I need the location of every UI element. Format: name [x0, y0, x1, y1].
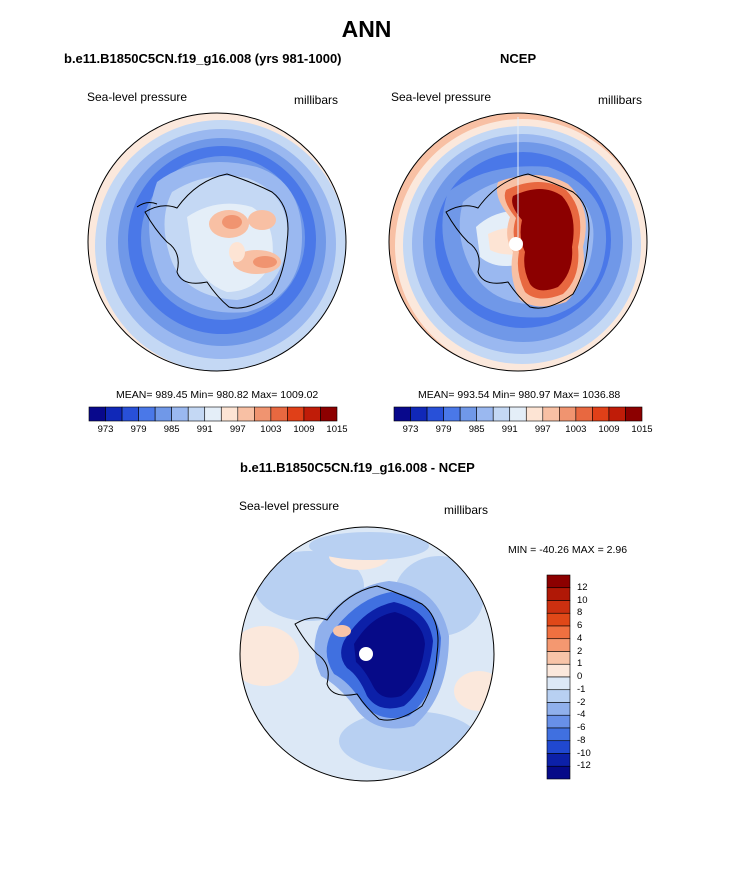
panel-diff-colorbar-box — [546, 574, 571, 589]
panel-diff-units-label: millibars — [444, 503, 489, 517]
panel-right-title: NCEP — [500, 51, 537, 66]
panel-left-colorbar-box — [138, 406, 156, 422]
panel-left-colorbar-tick: 997 — [229, 424, 246, 435]
panel-diff-colorbar-box — [546, 638, 571, 652]
panel-right-colorbar-box — [426, 406, 444, 422]
panel-right-colorbar-tick: 1015 — [631, 424, 653, 435]
panel-left-colorbar-tick: 991 — [196, 424, 213, 435]
panel-diff-colorbar-box — [546, 612, 571, 627]
panel-right-colorbar-ticks: 973 979 985 991 997 1003 1009 1015 — [394, 424, 653, 438]
panel-diff-colorbar-tick: -1 — [577, 683, 586, 695]
panel-left-colorbar-box — [254, 406, 272, 422]
panel-right-colorbar-box — [393, 406, 411, 422]
panel-left-colorbar-tick: 1015 — [326, 424, 348, 435]
panel-diff-colorbar-tick: 10 — [577, 594, 588, 606]
panel-left-colorbar — [88, 406, 338, 422]
panel-left-colorbar-tick: 1009 — [293, 424, 315, 435]
panel-diff-colorbar-tick: -12 — [577, 760, 591, 772]
panel-diff-colorbar-tick: -2 — [577, 696, 586, 708]
panel-diff-colorbar-box — [546, 663, 571, 678]
panel-right-colorbar-box — [492, 406, 511, 422]
panel-diff-field-label: Sea-level pressure — [239, 499, 340, 513]
panel-left-units-label: millibars — [294, 93, 339, 107]
panel-diff-colorbar — [546, 574, 571, 780]
panel-diff-colorbar-tick: -8 — [577, 734, 586, 746]
panel-right-colorbar-box — [625, 406, 643, 422]
panel-left-colorbar-tick: 973 — [97, 424, 114, 435]
panel-left-colorbar-box — [88, 406, 106, 422]
panel-diff-colorbar-tick: 6 — [577, 620, 583, 631]
panel-right-stats: MEAN= 993.54 Min= 980.97 Max= 1036.88 — [418, 389, 621, 401]
panel-diff-colorbar-box — [546, 600, 571, 614]
panel-diff-colorbar-tick: 0 — [577, 671, 583, 682]
panel-diff-colorbar-tick: 2 — [577, 645, 583, 657]
figure-title: ANN — [341, 16, 392, 42]
panel-right-field-label: Sea-level pressure — [391, 90, 492, 104]
panel-right-colorbar-box — [525, 406, 544, 422]
panel-right-colorbar-box — [410, 406, 428, 422]
panel-left-stats: MEAN= 989.45 Min= 980.82 Max= 1009.02 — [116, 389, 319, 401]
panel-diff-colorbar-box — [546, 651, 571, 665]
panel-left-colorbar-box — [204, 406, 222, 422]
panel-right-colorbar-tick: 973 — [402, 424, 419, 435]
panel-left-colorbar-box — [105, 406, 123, 422]
panel-right-colorbar — [393, 406, 643, 422]
panel-left-field-label: Sea-level pressure — [87, 90, 188, 104]
panel-diff-stats: MIN = -40.26 MAX = 2.96 — [508, 544, 628, 556]
panel-right-colorbar-box — [592, 406, 610, 422]
panel-right-colorbar-box — [542, 406, 560, 422]
panel-diff-colorbar-tick: 12 — [577, 581, 588, 593]
panel-diff-colorbar-box — [546, 689, 571, 703]
panel-diff-colorbar-box — [546, 587, 571, 601]
panel-diff-colorbar-box — [546, 727, 571, 742]
panel-left-colorbar-box — [187, 406, 206, 422]
panel-right-colorbar-box — [559, 406, 577, 422]
panel-left-colorbar-box — [237, 406, 255, 422]
panel-diff-colorbar-box — [546, 625, 571, 640]
panel-diff-title: b.e11.B1850C5CN.f19_g16.008 - NCEP — [240, 460, 475, 475]
panel-right-colorbar-tick: 1009 — [598, 424, 620, 435]
panel-right-colorbar-box — [443, 406, 461, 422]
panel-diff-colorbar-tick: 8 — [577, 607, 583, 619]
panel-right-colorbar-tick: 985 — [468, 424, 485, 435]
panel-left-colorbar-tick: 1003 — [260, 424, 282, 435]
panel-diff-colorbar-box — [546, 753, 571, 767]
panel-left-title: b.e11.B1850C5CN.f19_g16.008 (yrs 981-100… — [64, 51, 342, 66]
panel-diff-colorbar-tick: 1 — [577, 658, 583, 670]
panel-left-colorbar-ticks: 973 979 985 991 997 1003 1009 1015 — [89, 424, 348, 438]
panel-diff-colorbar-tick: -6 — [577, 722, 586, 733]
panel-diff-colorbar-tick: -10 — [577, 747, 591, 759]
panel-diff-colorbar-box — [546, 765, 571, 780]
panel-right-colorbar-tick: 979 — [435, 424, 452, 435]
panel-diff-colorbar-box — [546, 676, 571, 691]
panel-right-colorbar-tick: 1003 — [565, 424, 587, 435]
panel-right-colorbar-box — [476, 406, 494, 422]
panel-left-colorbar-box — [270, 406, 288, 422]
panel-diff-map — [239, 526, 495, 782]
panel-diff-colorbar-tick: 4 — [577, 632, 583, 644]
panel-left-colorbar-box — [220, 406, 239, 422]
panel-left-colorbar-box — [154, 406, 172, 422]
panel-diff-colorbar-box — [546, 702, 571, 716]
panel-right-colorbar-box — [575, 406, 593, 422]
panel-right-map — [388, 112, 648, 372]
panel-left-colorbar-box — [121, 406, 139, 422]
panel-left-colorbar-box — [287, 406, 305, 422]
panel-right-colorbar-box — [608, 406, 626, 422]
panel-diff-colorbar-box — [546, 740, 571, 754]
panel-right-colorbar-box — [509, 406, 527, 422]
panel-diff-colorbar-box — [546, 714, 571, 729]
panel-right-colorbar-box — [459, 406, 477, 422]
panel-left-colorbar-box — [303, 406, 321, 422]
panel-left-colorbar-box — [320, 406, 338, 422]
panel-diff-colorbar-ticks: 12 10 8 6 4 2 1 0 -1 -2 -4 -6 -8 -10 -12 — [574, 575, 604, 779]
panel-left-colorbar-box — [171, 406, 189, 422]
panel-diff-colorbar-tick: -4 — [577, 709, 586, 721]
panel-left-map — [87, 112, 347, 372]
panel-left-colorbar-tick: 979 — [130, 424, 147, 435]
panel-right-colorbar-tick: 997 — [534, 424, 551, 435]
panel-right-units-label: millibars — [598, 93, 643, 107]
panel-right-colorbar-tick: 991 — [501, 424, 518, 435]
panel-left-colorbar-tick: 985 — [163, 424, 180, 435]
